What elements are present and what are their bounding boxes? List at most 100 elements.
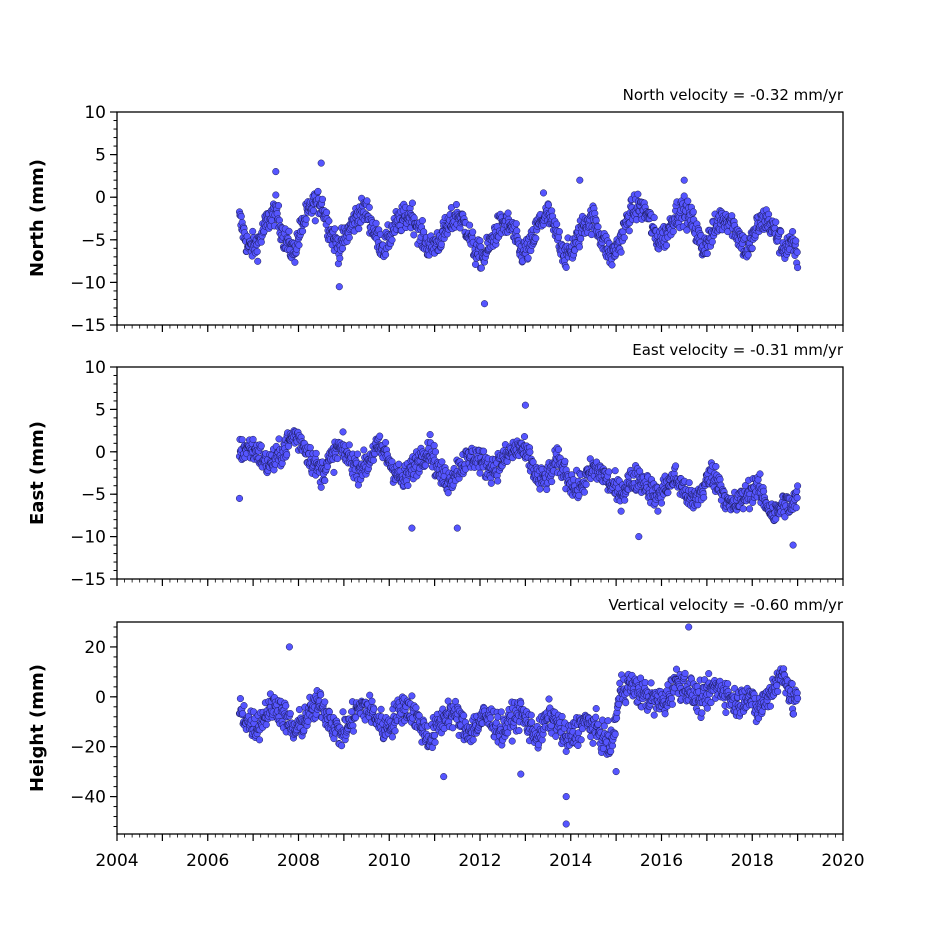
data-point	[306, 444, 314, 452]
data-point	[684, 197, 692, 205]
data-point	[282, 702, 290, 710]
outlier-point	[272, 168, 280, 176]
data-point	[238, 436, 246, 444]
data-point	[480, 447, 488, 455]
data-point	[722, 708, 730, 717]
height-axis-label: Height (mm)	[27, 664, 48, 792]
data-point	[577, 736, 585, 744]
data-point	[528, 718, 536, 726]
data-point	[668, 700, 676, 708]
data-point	[517, 699, 525, 707]
data-point	[689, 208, 697, 216]
data-point	[318, 195, 327, 203]
data-point	[240, 702, 248, 710]
data-point	[349, 727, 357, 735]
data-point	[311, 217, 319, 225]
data-point	[703, 249, 711, 258]
data-point	[739, 505, 747, 513]
y-tick-label: −15	[70, 570, 106, 590]
data-point	[363, 197, 371, 205]
data-point	[555, 228, 563, 236]
data-point	[793, 494, 801, 502]
data-point	[708, 238, 716, 246]
data-point	[577, 235, 585, 243]
outlier-point	[335, 283, 343, 291]
data-point	[257, 238, 265, 246]
data-point	[553, 220, 561, 228]
data-point	[582, 480, 590, 488]
data-point	[404, 481, 412, 490]
data-point	[377, 705, 385, 713]
north-ticks: 10 5 0 −5 −10 −15	[70, 103, 844, 336]
data-point	[575, 243, 583, 251]
data-point	[508, 737, 516, 745]
data-point	[317, 691, 325, 699]
data-point	[622, 699, 630, 707]
data-point	[544, 201, 553, 209]
data-point	[789, 710, 798, 718]
data-point	[431, 731, 439, 739]
data-point	[430, 441, 438, 450]
data-point	[662, 241, 671, 249]
data-point	[391, 727, 399, 735]
data-point	[654, 507, 662, 515]
outlier-point	[562, 820, 570, 828]
data-point	[526, 448, 534, 456]
data-point	[524, 254, 532, 262]
data-point	[431, 738, 439, 746]
data-point	[580, 488, 588, 496]
data-point	[705, 670, 713, 678]
data-point	[487, 479, 495, 487]
data-point	[469, 736, 477, 744]
data-point	[255, 736, 264, 744]
data-point	[681, 669, 689, 677]
data-point	[669, 227, 677, 236]
y-tick-label: −10	[70, 528, 106, 548]
data-point	[794, 264, 802, 272]
data-point	[365, 203, 373, 211]
data-point	[672, 462, 680, 470]
panel-north: North velocity = -0.32 mm/yr North (mm) …	[27, 86, 844, 336]
x-tick-label: 2020	[821, 851, 864, 871]
data-point	[249, 227, 257, 235]
data-point	[792, 504, 800, 512]
panel-east: East velocity = -0.31 mm/yr East (mm) 10…	[27, 341, 844, 590]
x-tick-label: 2012	[458, 851, 501, 871]
data-point	[698, 709, 706, 717]
data-point	[295, 241, 303, 249]
data-point	[794, 482, 802, 490]
data-point	[476, 237, 484, 245]
outlier-point	[789, 541, 797, 549]
data-point	[657, 499, 666, 507]
data-point	[355, 225, 363, 233]
x-tick-label: 2008	[277, 851, 320, 871]
data-point	[650, 214, 658, 222]
data-point	[608, 261, 616, 269]
data-point	[760, 487, 768, 495]
data-point	[309, 207, 318, 215]
x-tick-label: 2014	[549, 851, 592, 871]
data-point	[621, 496, 629, 504]
outlier-point	[453, 524, 461, 532]
data-point	[331, 225, 339, 233]
data-point	[532, 234, 540, 242]
data-point	[237, 212, 245, 220]
data-point	[647, 679, 655, 687]
data-point	[368, 697, 376, 705]
data-point	[323, 208, 331, 216]
outlier-point	[517, 770, 525, 778]
data-point	[477, 264, 485, 272]
data-point	[302, 215, 310, 223]
outlier-point	[285, 643, 293, 651]
data-point	[321, 698, 329, 706]
y-tick-label: 0	[95, 688, 106, 708]
data-point	[418, 217, 426, 225]
outlier-point	[317, 159, 325, 167]
data-point	[611, 730, 619, 738]
data-point	[388, 236, 396, 244]
data-point	[611, 467, 619, 475]
data-point	[527, 711, 535, 719]
outlier-point	[521, 401, 529, 409]
y-tick-label: 10	[84, 103, 106, 123]
